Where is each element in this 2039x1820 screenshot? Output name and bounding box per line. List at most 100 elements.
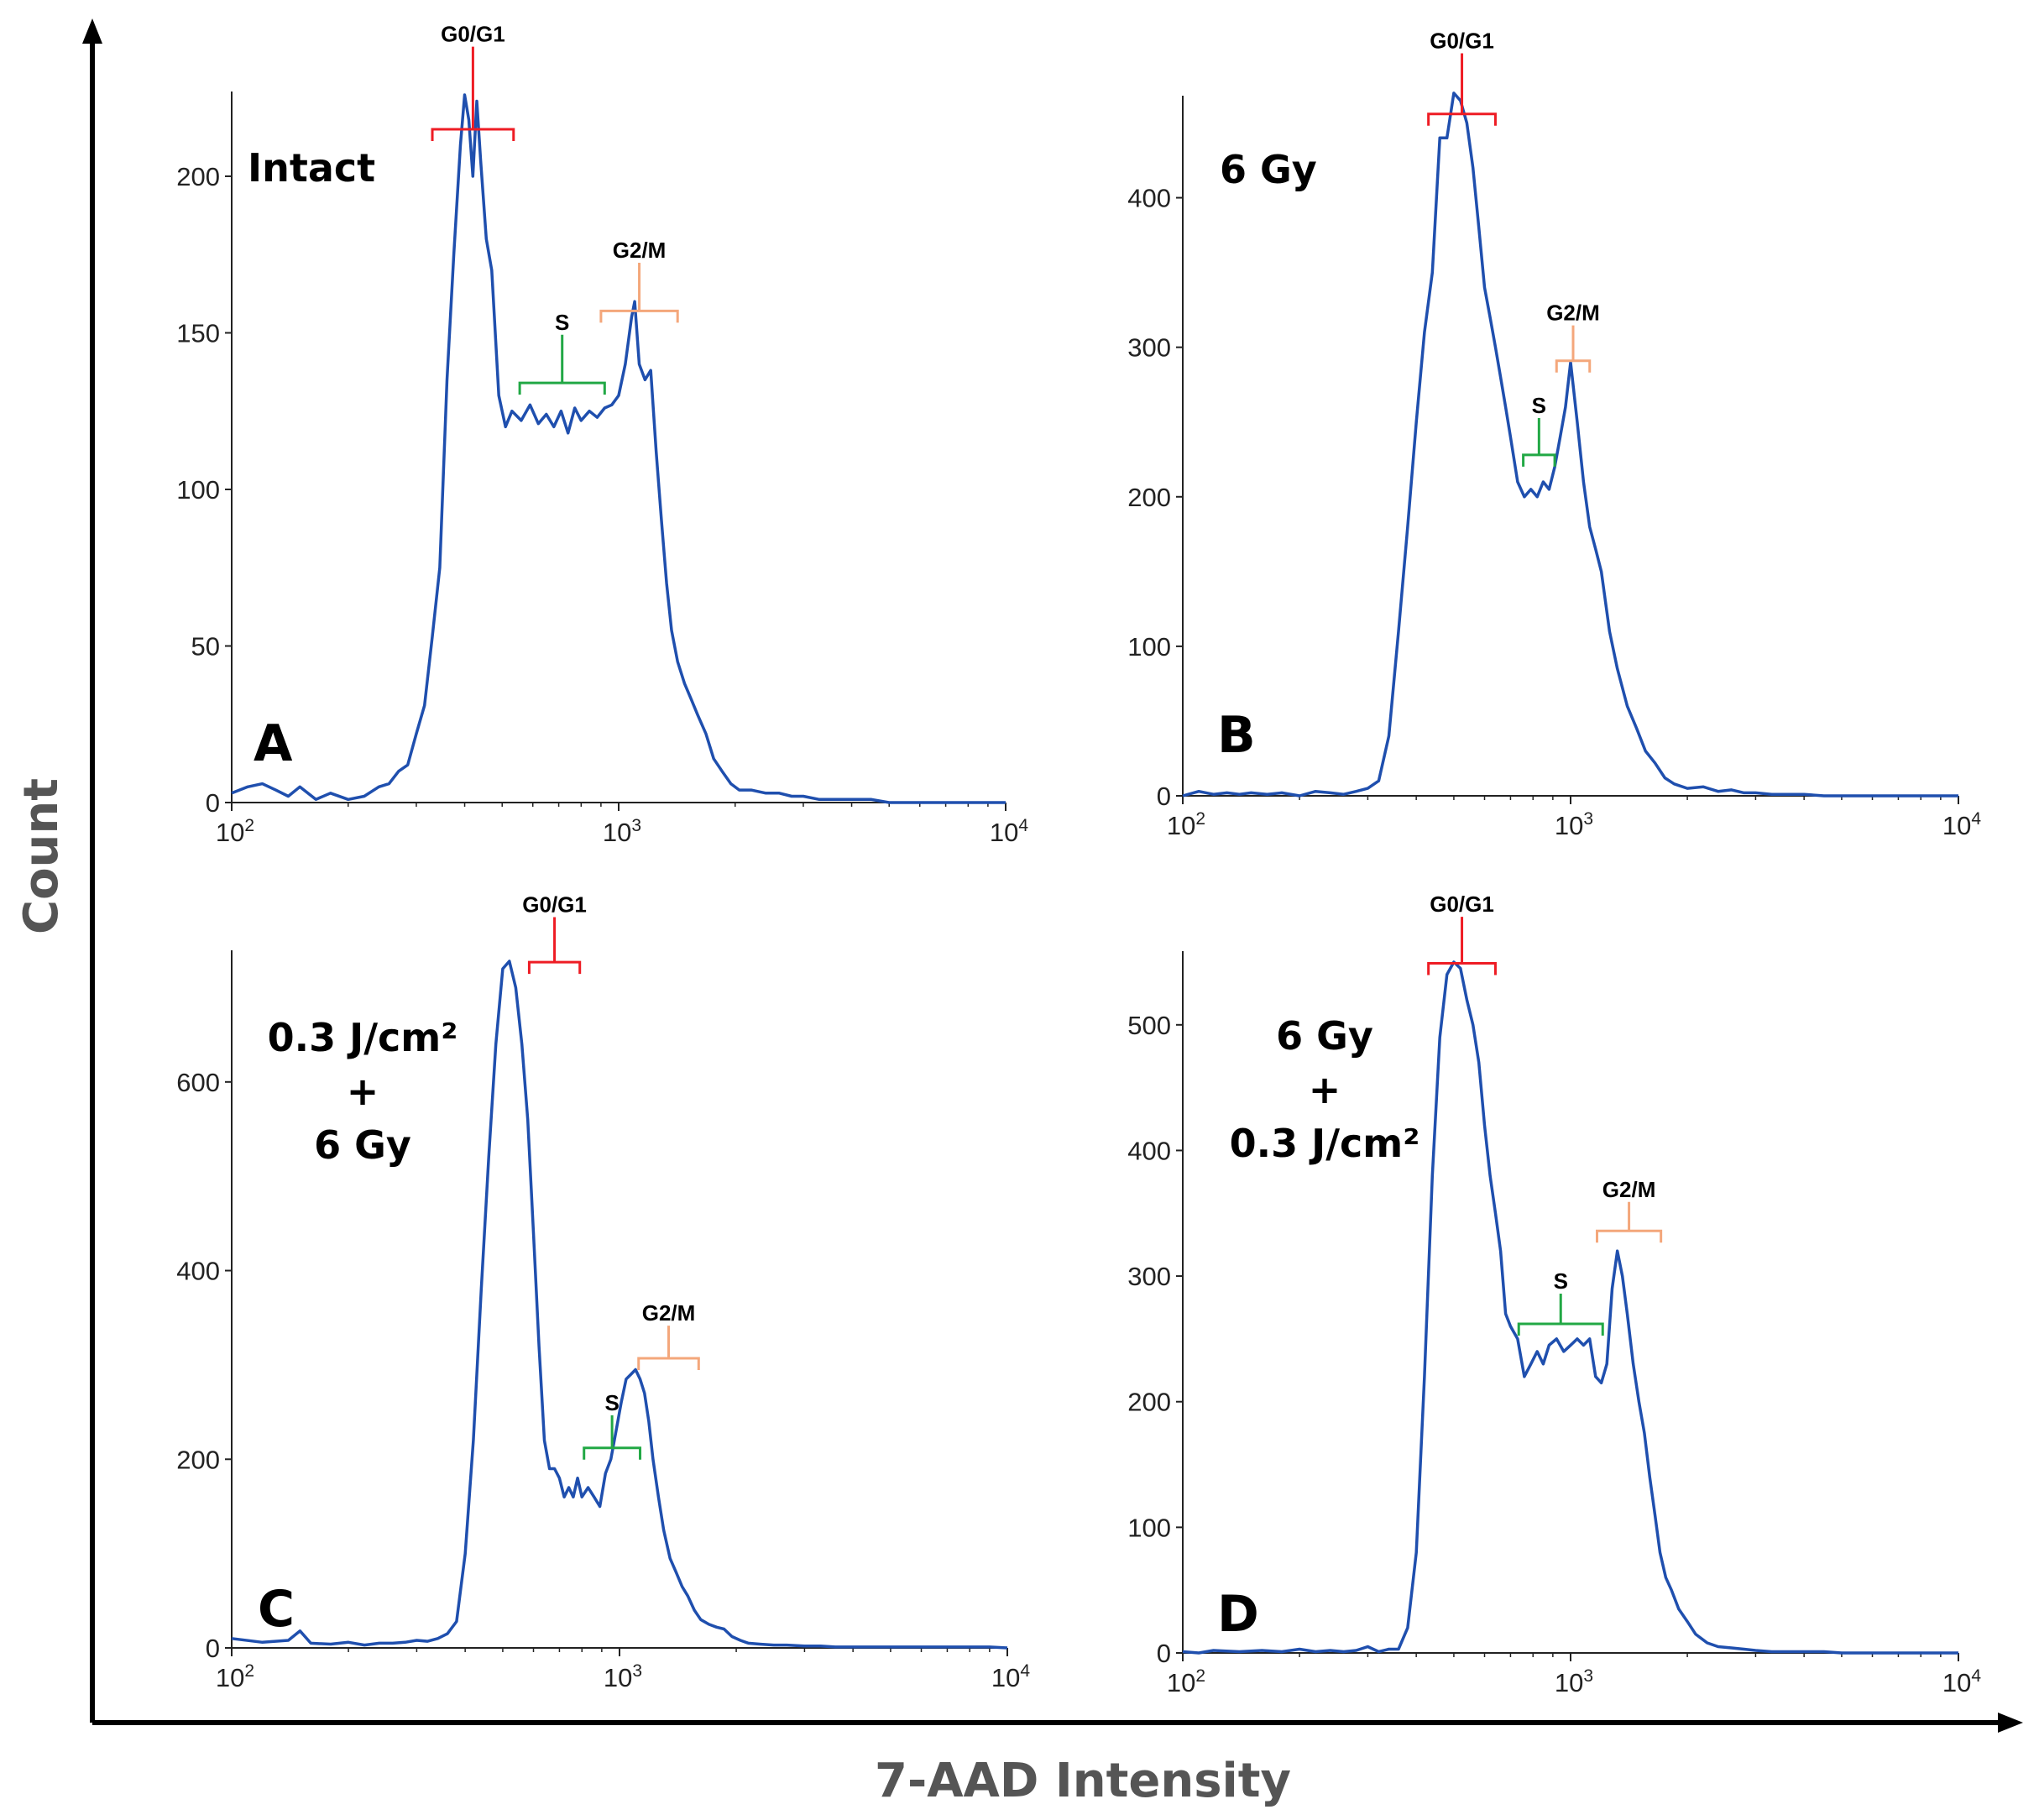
x-tick-label: 104 — [1942, 1666, 1981, 1697]
x-tick-exponent: 4 — [1018, 816, 1028, 835]
gate-s-label: S — [555, 310, 569, 335]
x-tick-exponent: 4 — [1020, 1661, 1030, 1681]
x-tick-label: 103 — [1555, 1666, 1593, 1697]
gate-g0g1-bracket — [1427, 917, 1497, 975]
x-tick-label: 102 — [216, 816, 254, 847]
gate-bracket-line — [637, 1326, 700, 1371]
panel-title-line: 6 Gy — [1276, 1013, 1373, 1059]
gate-g2m-bracket — [637, 1326, 700, 1371]
panel-title-line: 6 Gy — [1220, 147, 1317, 192]
outer-y-axis-arrowhead — [82, 18, 102, 44]
x-tick-label: 104 — [991, 1661, 1030, 1692]
x-tick-label: 103 — [1555, 809, 1593, 840]
gate-bracket-line — [1517, 1294, 1604, 1336]
x-tick-label: 103 — [603, 816, 641, 847]
panel-letter: D — [1217, 1585, 1259, 1644]
x-tick-label: 102 — [216, 1661, 254, 1692]
y-tick-label: 200 — [1127, 1388, 1171, 1417]
gate-bracket-line — [599, 262, 679, 323]
y-tick-label: 400 — [176, 1257, 220, 1286]
outer-axes: Count 7-AAD Intensity — [14, 18, 2023, 1808]
y-tick-label: 200 — [176, 1445, 220, 1474]
x-tick-base: 10 — [603, 818, 631, 847]
x-tick-exponent: 3 — [632, 1661, 642, 1681]
x-tick-exponent: 2 — [244, 1661, 254, 1681]
y-tick-label: 0 — [1157, 782, 1171, 811]
outer-x-axis-arrowhead — [1998, 1713, 2023, 1733]
x-tick-exponent: 4 — [1971, 1666, 1981, 1686]
x-tick-exponent: 3 — [631, 816, 641, 835]
gate-g2m-label: G2/M — [1602, 1177, 1656, 1202]
gate-bracket-line — [1427, 917, 1497, 975]
panel-letter: B — [1217, 706, 1256, 765]
x-tick-base: 10 — [1167, 811, 1195, 840]
y-tick-label: 400 — [1127, 1136, 1171, 1165]
gate-bracket-line — [1596, 1201, 1663, 1243]
y-tick-label: 400 — [1127, 184, 1171, 213]
gate-g0g1-label: G0/G1 — [1430, 28, 1494, 53]
x-tick-label: 104 — [1942, 809, 1981, 840]
histogram-trace — [231, 960, 1008, 1650]
gate-g0g1-label: G0/G1 — [441, 22, 505, 47]
gate-bracket-line — [1522, 418, 1556, 467]
x-tick-base: 10 — [1167, 1668, 1195, 1697]
x-tick-base: 10 — [1942, 811, 1971, 840]
panel-title-line: + — [347, 1069, 379, 1114]
gate-g0g1-label: G0/G1 — [1430, 892, 1494, 917]
y-tick-label: 0 — [206, 1634, 220, 1663]
gate-s-label: S — [1554, 1268, 1568, 1294]
histogram-trace — [1182, 92, 1958, 798]
y-tick-label: 50 — [191, 631, 220, 661]
gate-g0g1-bracket — [527, 917, 582, 975]
panel-title-line: 0.3 J/cm² — [1230, 1121, 1420, 1166]
x-tick-label: 102 — [1167, 1666, 1205, 1697]
x-tick-base: 10 — [1555, 811, 1583, 840]
gate-s-bracket — [1522, 418, 1556, 467]
gate-g2m-bracket — [1596, 1201, 1663, 1243]
x-tick-label: 104 — [990, 816, 1028, 847]
y-tick-label: 0 — [1157, 1639, 1171, 1668]
y-tick-label: 600 — [176, 1068, 220, 1097]
gate-g0g1-bracket — [1427, 53, 1497, 126]
gate-g0g1-label: G0/G1 — [522, 892, 587, 918]
panel-title-line: + — [1309, 1067, 1341, 1112]
panel-letter: A — [254, 714, 293, 773]
x-tick-exponent: 4 — [1971, 809, 1981, 829]
gate-g0g1-bracket — [431, 46, 515, 142]
gate-bracket-line — [583, 1415, 642, 1460]
x-tick-label: 103 — [604, 1661, 642, 1692]
x-tick-base: 10 — [990, 818, 1018, 847]
x-tick-exponent: 2 — [1195, 809, 1205, 829]
gate-bracket-line — [527, 917, 582, 975]
y-tick-label: 150 — [176, 318, 220, 348]
gate-s-label: S — [1532, 393, 1546, 418]
gate-bracket-line — [431, 46, 515, 142]
x-tick-exponent: 3 — [1583, 809, 1593, 829]
y-tick-label: 100 — [176, 475, 220, 505]
x-tick-base: 10 — [216, 1663, 244, 1692]
x-tick-exponent: 2 — [244, 816, 254, 835]
y-tick-label: 500 — [1127, 1011, 1171, 1040]
x-tick-base: 10 — [1942, 1668, 1971, 1697]
gate-bracket-line — [1555, 325, 1592, 373]
panel-title-line: 6 Gy — [314, 1122, 411, 1168]
y-tick-label: 200 — [1127, 483, 1171, 512]
gate-g2m-label: G2/M — [613, 238, 667, 263]
gate-bracket-line — [518, 334, 606, 395]
y-tick-label: 300 — [1127, 1262, 1171, 1291]
histogram-trace — [231, 93, 1006, 804]
gate-s-label: S — [604, 1390, 619, 1415]
x-tick-base: 10 — [991, 1663, 1020, 1692]
x-tick-label: 102 — [1167, 809, 1205, 840]
gate-s-bracket — [1517, 1294, 1604, 1336]
gate-s-bracket — [583, 1415, 642, 1460]
y-axis-title: Count — [14, 778, 69, 934]
histogram-trace — [1182, 960, 1958, 1655]
x-tick-base: 10 — [604, 1663, 632, 1692]
